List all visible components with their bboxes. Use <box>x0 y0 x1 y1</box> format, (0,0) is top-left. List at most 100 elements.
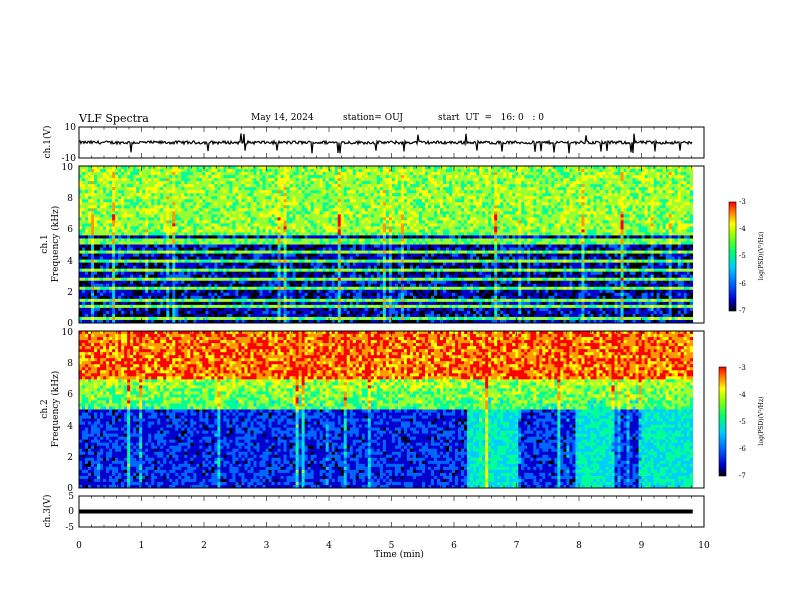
spectrogram-cell <box>331 229 336 233</box>
spectrogram-cell <box>121 220 125 224</box>
spectrogram-cell <box>271 259 275 263</box>
spectrogram-cell <box>292 310 296 315</box>
spectrogram-cell <box>157 301 161 306</box>
spectrogram-cell <box>220 190 224 194</box>
spectrogram-cell <box>106 175 110 179</box>
spectrogram-cell <box>100 283 104 288</box>
spectrogram-cell <box>250 289 254 294</box>
spectrogram-cell <box>256 301 260 306</box>
spectrogram-cell <box>214 238 218 242</box>
spectrogram-cell <box>235 313 239 318</box>
spectrogram-cell <box>133 178 137 182</box>
spectrogram-cell <box>334 310 339 315</box>
spectrogram-cell <box>190 262 194 266</box>
spectrogram-cell <box>229 208 233 212</box>
spectrogram-cell <box>346 238 351 242</box>
spectrogram-cell <box>106 214 110 218</box>
spectrogram-cell <box>82 226 86 230</box>
spectrogram-cell <box>175 187 179 191</box>
spectrogram-cell <box>265 256 269 260</box>
spectrogram-cell <box>280 199 284 203</box>
spectrogram-cell <box>157 307 161 312</box>
spectrogram-cell <box>265 208 269 212</box>
spectrogram-cell <box>187 280 191 285</box>
spectrogram-cell <box>232 202 236 206</box>
spectrogram-cell <box>274 274 278 279</box>
spectrogram-cell <box>163 208 167 212</box>
spectrogram-cell <box>97 166 101 170</box>
spectrogram-cell <box>151 184 155 188</box>
spectrogram-cell <box>205 280 209 285</box>
spectrogram-cell <box>262 202 266 206</box>
spectrogram-cell <box>124 202 128 206</box>
spectrogram-cell <box>280 301 284 306</box>
spectrogram-cell <box>247 175 251 179</box>
spectrogram-cell <box>136 268 140 272</box>
spectrogram-cell <box>226 271 230 275</box>
spectrogram-cell <box>181 265 185 269</box>
spectrogram-cell <box>250 295 254 300</box>
spectrogram-cell <box>304 313 308 318</box>
spectrogram-cell <box>115 259 119 263</box>
spectrogram-cell <box>310 313 314 318</box>
spectrogram-cell <box>250 250 254 254</box>
spectrogram-cell <box>178 298 182 303</box>
spectrogram-cell <box>151 199 155 203</box>
spectrogram-cell <box>244 193 248 197</box>
spectrogram-cell <box>139 319 143 324</box>
spectrogram-cell <box>82 205 86 209</box>
spectrogram-cell <box>139 298 143 303</box>
spectrogram-cell <box>82 250 86 254</box>
spectrogram-cell <box>214 298 218 303</box>
spectrogram-cell <box>340 283 345 288</box>
spectrogram-cell <box>307 235 311 239</box>
spectrogram-cell <box>85 226 89 230</box>
spectrogram-cell <box>292 253 296 257</box>
spectrogram-cell <box>85 223 89 227</box>
spectrogram-cell <box>115 211 119 215</box>
spectrogram-cell <box>295 214 299 218</box>
spectrogram-cell <box>322 289 326 294</box>
spectrogram-cell <box>316 196 320 200</box>
spectrogram-cell <box>340 199 345 203</box>
spectrogram-cell <box>232 256 236 260</box>
spectrogram-cell <box>352 184 357 188</box>
spectrogram-cell <box>82 223 86 227</box>
spectrogram-cell <box>127 193 131 197</box>
spectrogram-cell <box>139 178 143 182</box>
spectrogram-cell <box>262 217 266 221</box>
spectrogram-cell <box>244 202 248 206</box>
spectrogram-cell <box>226 229 230 233</box>
spectrogram-cell <box>331 208 336 212</box>
spectrogram-cell <box>145 217 149 221</box>
spectrogram-cell <box>163 220 167 224</box>
spectrogram-cell <box>79 313 83 318</box>
spectrogram-cell <box>121 286 125 291</box>
spectrogram-cell <box>292 301 296 306</box>
spectrogram-cell <box>229 280 233 285</box>
spectrogram-cell <box>307 211 311 215</box>
spectrogram-cell <box>274 310 278 315</box>
spectrogram-cell <box>343 247 348 251</box>
spectrogram-cell <box>295 262 299 266</box>
spectrogram-cell <box>298 208 302 212</box>
spectrogram-cell <box>118 295 122 300</box>
spectrogram-cell <box>331 187 336 191</box>
spectrogram-cell <box>340 319 345 324</box>
spectrogram-cell <box>268 289 272 294</box>
spectrogram-cell <box>145 268 149 272</box>
spectrogram-cell <box>208 289 212 294</box>
spectrogram-cell <box>295 196 299 200</box>
spectrogram-cell <box>100 223 104 227</box>
spectrogram-cell <box>142 184 146 188</box>
spectrogram-cell <box>241 229 245 233</box>
spectrogram-cell <box>229 175 233 179</box>
spectrogram-cell <box>172 181 176 185</box>
spectrogram-cell <box>187 184 191 188</box>
spectrogram-cell <box>274 253 278 257</box>
spectrogram-cell <box>307 256 311 260</box>
spectrogram-cell <box>133 241 137 245</box>
spectrogram-cell <box>142 301 146 306</box>
spectrogram-cell <box>226 292 230 297</box>
spectrogram-cell <box>274 205 278 209</box>
